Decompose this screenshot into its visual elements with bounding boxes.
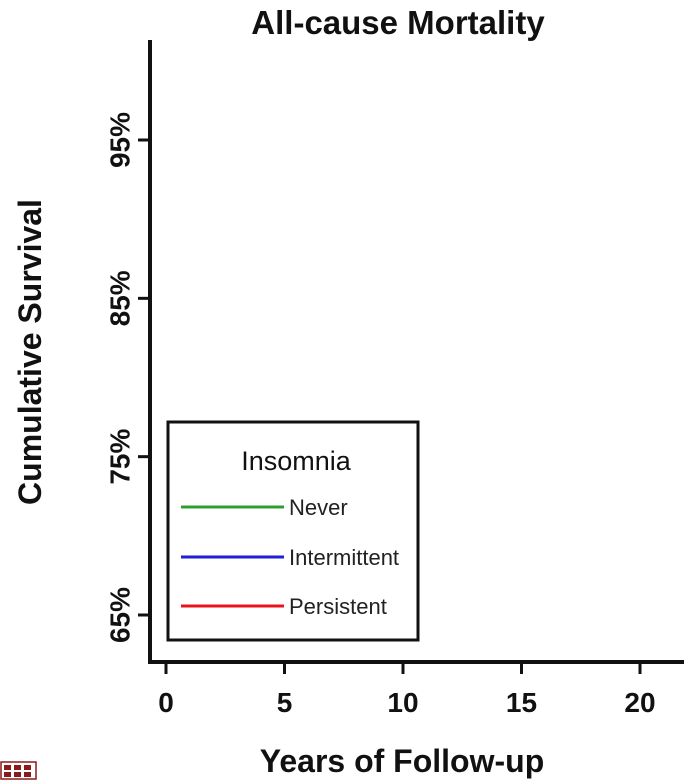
y-tick-label: 65%: [105, 587, 136, 643]
legend-entry-label: Intermittent: [289, 545, 399, 570]
y-axis-title: Cumulative Survival: [12, 199, 48, 505]
legend: Insomnia Never Intermittent Persistent: [166, 420, 420, 642]
x-axis-title: Years of Follow-up: [260, 743, 544, 779]
chart-title: All-cause Mortality: [251, 4, 545, 41]
y-tick-label: 75%: [105, 429, 136, 485]
legend-box: [166, 420, 420, 642]
legend-entry-label: Never: [289, 495, 348, 520]
x-tick-label: 15: [506, 687, 537, 718]
y-axis-ticks: 65% 75% 85% 95%: [105, 112, 150, 643]
corner-logo-icon: [0, 761, 37, 780]
legend-entry-label: Persistent: [289, 594, 387, 619]
y-tick-label: 85%: [105, 270, 136, 326]
x-tick-label: 10: [387, 687, 418, 718]
x-axis-ticks: 0 5 10 15 20: [158, 662, 656, 718]
x-tick-label: 5: [277, 687, 293, 718]
x-tick-label: 0: [158, 687, 174, 718]
x-tick-label: 20: [624, 687, 655, 718]
legend-title: Insomnia: [241, 446, 352, 476]
y-tick-label: 95%: [105, 112, 136, 168]
